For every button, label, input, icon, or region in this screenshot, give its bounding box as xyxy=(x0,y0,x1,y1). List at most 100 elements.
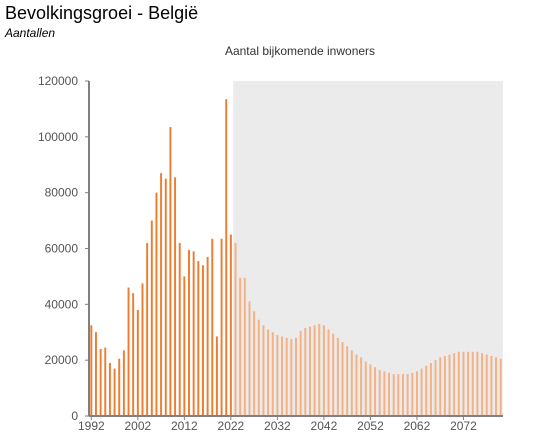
bar-2031 xyxy=(271,332,274,416)
bar-2000 xyxy=(127,287,130,416)
bar-2067 xyxy=(439,357,442,417)
y-tick-label-80000: 80000 xyxy=(45,186,79,200)
bar-2030 xyxy=(267,329,270,416)
bar-2001 xyxy=(132,293,135,416)
bar-1993 xyxy=(95,332,97,416)
bar-2060 xyxy=(406,374,409,417)
bar-1998 xyxy=(118,358,121,416)
bar-2008 xyxy=(164,178,167,416)
bar-2019 xyxy=(215,336,218,416)
bar-2025 xyxy=(243,277,246,416)
x-tick-label-2042: 2042 xyxy=(311,419,338,433)
bar-2016 xyxy=(201,265,204,416)
bar-2011 xyxy=(178,242,181,416)
page-subtitle: Aantallen xyxy=(5,26,56,40)
bar-2028 xyxy=(257,319,260,416)
bar-2064 xyxy=(425,365,428,416)
bar-2021 xyxy=(225,99,228,417)
bar-2047 xyxy=(346,346,349,416)
x-tick-label-2002: 2002 xyxy=(124,419,151,433)
bar-2044 xyxy=(332,333,335,416)
bar-2040 xyxy=(313,325,316,416)
page-title: Bevolkingsgroei - België xyxy=(5,3,199,23)
bar-2022 xyxy=(229,234,232,416)
bar-1994 xyxy=(99,349,102,416)
bar-2043 xyxy=(327,329,330,416)
y-tick-label-120000: 120000 xyxy=(38,74,78,88)
bar-2039 xyxy=(308,326,311,416)
bar-2050 xyxy=(360,357,363,417)
x-tick-label-2062: 2062 xyxy=(404,419,431,433)
bar-2005 xyxy=(150,220,153,416)
bar-2013 xyxy=(188,249,190,416)
bar-2078 xyxy=(490,355,493,416)
bar-2055 xyxy=(383,371,386,416)
bar-2076 xyxy=(481,353,484,416)
y-tick-label-0: 0 xyxy=(71,409,78,423)
bar-2065 xyxy=(429,362,432,416)
y-tick-label-60000: 60000 xyxy=(45,242,79,256)
bar-2069 xyxy=(448,354,451,416)
bar-2079 xyxy=(495,357,497,417)
bar-2003 xyxy=(141,283,144,416)
x-tick-label-2032: 2032 xyxy=(264,419,291,433)
bar-2037 xyxy=(299,330,302,416)
bar-1996 xyxy=(108,362,111,416)
bar-2063 xyxy=(420,368,423,416)
bar-2018 xyxy=(211,238,214,416)
bar-2035 xyxy=(290,339,293,416)
bar-1992 xyxy=(90,325,93,416)
bar-2057 xyxy=(392,374,395,417)
bar-2017 xyxy=(206,256,209,417)
bar-1999 xyxy=(122,350,125,416)
bar-2080 xyxy=(499,358,502,416)
bar-1997 xyxy=(113,368,116,416)
bar-2034 xyxy=(285,337,288,416)
bar-2045 xyxy=(336,337,339,416)
bar-2061 xyxy=(411,372,414,416)
bar-2052 xyxy=(369,364,372,416)
bar-2042 xyxy=(322,325,325,416)
bar-2004 xyxy=(146,242,149,416)
bar-2075 xyxy=(476,351,479,416)
bar-2006 xyxy=(155,192,158,416)
x-tick-label-1992: 1992 xyxy=(78,419,105,433)
bar-2072 xyxy=(462,351,465,416)
bar-2014 xyxy=(192,251,195,416)
bar-2009 xyxy=(169,127,172,416)
bar-2058 xyxy=(397,374,400,417)
bar-2010 xyxy=(174,177,177,416)
bar-2068 xyxy=(443,355,446,416)
bars xyxy=(90,99,502,417)
bar-2051 xyxy=(364,361,367,416)
bar-2046 xyxy=(341,342,344,416)
bar-2070 xyxy=(453,353,456,416)
bar-2020 xyxy=(220,238,223,416)
bar-2041 xyxy=(318,323,321,417)
bar-2012 xyxy=(183,276,186,416)
axes: 0 20000 40000 60000 80000 100000 120000 1992 200… xyxy=(38,74,503,433)
chart-title: Aantal bijkomende inwoners xyxy=(224,44,376,58)
bar-2015 xyxy=(197,261,200,416)
bar-2077 xyxy=(485,354,488,416)
bar-2002 xyxy=(136,309,139,416)
bar-2036 xyxy=(295,337,297,416)
bar-2062 xyxy=(415,371,418,416)
y-tick-label-100000: 100000 xyxy=(38,130,78,144)
bar-2029 xyxy=(262,325,265,416)
x-tick-label-2052: 2052 xyxy=(357,419,384,433)
bar-2027 xyxy=(253,311,256,416)
bar-2023 xyxy=(234,242,237,416)
bar-2049 xyxy=(355,354,358,416)
bar-2073 xyxy=(467,351,470,416)
y-tick-label-40000: 40000 xyxy=(45,297,79,311)
y-tick-label-20000: 20000 xyxy=(45,353,79,367)
bar-2007 xyxy=(160,173,163,417)
bar-2033 xyxy=(281,336,284,416)
bar-1995 xyxy=(104,347,107,416)
x-tick-label-2022: 2022 xyxy=(218,419,245,433)
bar-2066 xyxy=(434,360,437,416)
bar-2032 xyxy=(276,335,279,416)
bar-2056 xyxy=(388,372,391,416)
